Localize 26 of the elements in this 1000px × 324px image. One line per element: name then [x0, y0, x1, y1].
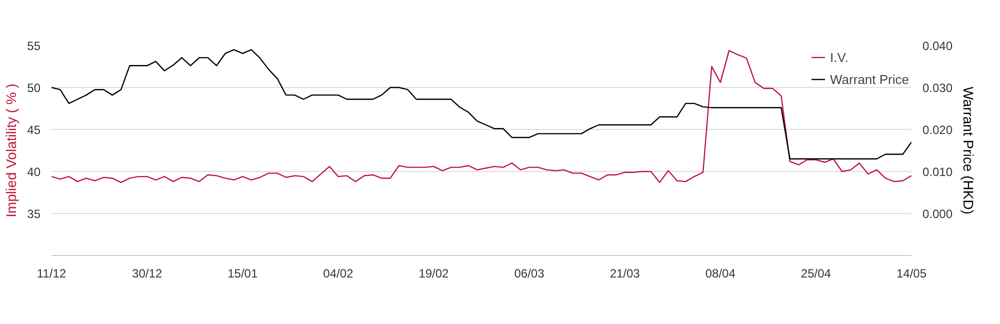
y-tick-label: 35: [27, 207, 41, 221]
legend-label: Warrant Price: [830, 72, 909, 86]
y-tick-label: 55: [27, 39, 41, 53]
x-tick-label: 04/02: [323, 266, 354, 280]
x-tick-label: 15/01: [228, 266, 258, 280]
y-tick-label: 40: [27, 165, 41, 179]
x-tick-label: 21/03: [610, 266, 640, 280]
y2-tick-label: 0.020: [922, 123, 953, 137]
y2-axis-title: Warrant Price (HKD): [960, 86, 977, 214]
line-series: [52, 50, 912, 184]
x-tick-label: 14/05: [896, 266, 927, 280]
x-tick-label: 08/04: [705, 266, 736, 280]
x-tick-label: 30/12: [132, 266, 162, 280]
x-tick-label: 11/12: [36, 266, 66, 280]
legend-label: I.V.: [830, 50, 850, 64]
y2-tick-label: 0.030: [922, 81, 953, 95]
x-tick-label: 19/02: [418, 266, 450, 280]
y2-tick-label: 0.010: [922, 165, 953, 179]
y2-tick-label: 0.000: [922, 207, 953, 221]
y-tick-label: 45: [27, 123, 41, 137]
y-tick-label: 50: [27, 81, 41, 95]
x-tick-label: 06/03: [514, 266, 545, 280]
line-series: [52, 49, 912, 160]
y-axis-title: Implied Volatility ( % ): [3, 84, 20, 218]
y2-tick-label: 0.040: [922, 39, 953, 53]
x-tick-label: 25/04: [800, 266, 832, 280]
